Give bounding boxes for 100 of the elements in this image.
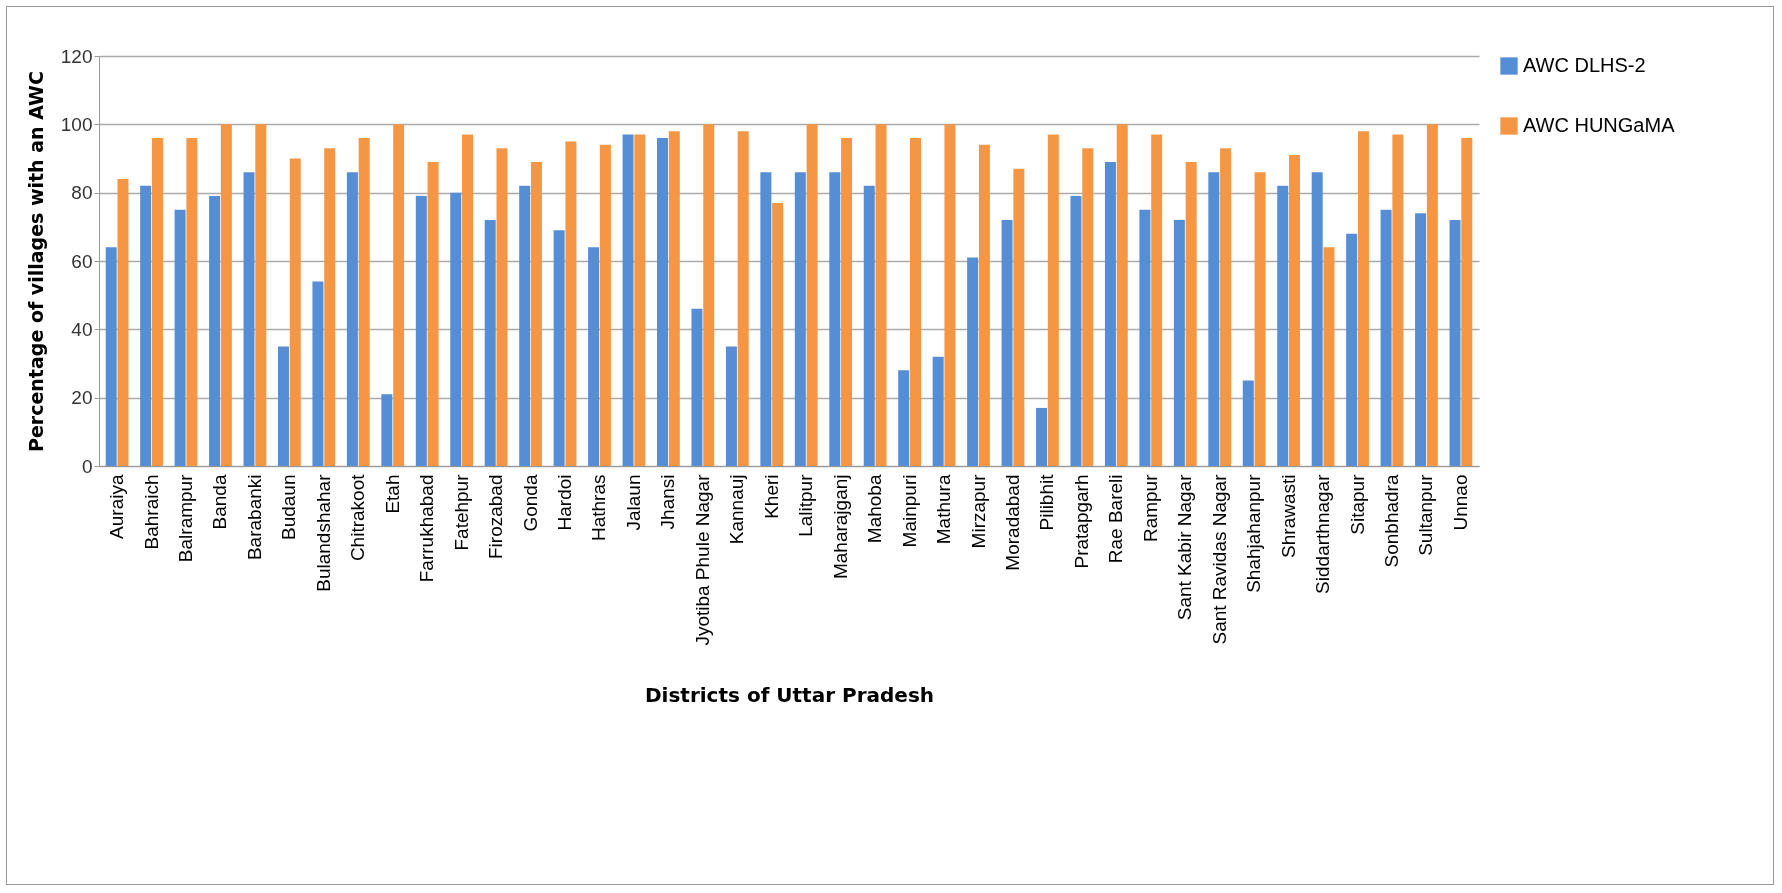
x-tick-label: Banda bbox=[209, 474, 231, 530]
bar bbox=[1346, 233, 1358, 466]
bar bbox=[243, 172, 255, 466]
y-tick-label: 80 bbox=[71, 182, 93, 204]
x-tick-label: Farrukhabad bbox=[416, 474, 438, 583]
bar bbox=[668, 131, 680, 466]
bar bbox=[220, 124, 232, 466]
bar bbox=[1461, 138, 1473, 466]
x-tick-label: Barabanki bbox=[243, 474, 265, 561]
bar bbox=[140, 185, 152, 466]
bar bbox=[1415, 213, 1427, 466]
x-tick-label: Lalitpur bbox=[795, 473, 817, 537]
x-tick-label: Jalaun bbox=[622, 474, 644, 531]
y-tick-label: 40 bbox=[71, 318, 93, 340]
x-tick-label: Sant Ravidas Nagar bbox=[1208, 473, 1230, 645]
bar bbox=[1036, 407, 1048, 466]
bar bbox=[772, 202, 784, 466]
x-tick-label: Auraiya bbox=[106, 474, 128, 539]
bar bbox=[530, 161, 542, 466]
x-tick-label: Hathras bbox=[588, 474, 610, 542]
bar bbox=[565, 141, 577, 466]
bar bbox=[898, 370, 910, 466]
x-tick-label: Rae Bareli bbox=[1105, 474, 1127, 564]
bar bbox=[703, 124, 715, 466]
bar bbox=[967, 257, 979, 466]
bar bbox=[312, 281, 324, 466]
x-tick-label: Sitapur bbox=[1346, 473, 1368, 535]
bar bbox=[105, 247, 117, 466]
bar bbox=[1254, 172, 1266, 466]
bar bbox=[863, 185, 875, 466]
bar bbox=[737, 131, 749, 466]
x-tick-label: Sonbhadra bbox=[1381, 474, 1402, 568]
x-tick-label: Sultanpur bbox=[1415, 473, 1437, 556]
bar bbox=[634, 134, 646, 466]
bar bbox=[1392, 134, 1404, 466]
bar bbox=[1426, 124, 1438, 466]
bar bbox=[1001, 220, 1013, 466]
bar bbox=[462, 134, 474, 466]
x-tick-label: Mathura bbox=[933, 474, 955, 545]
x-tick-label: Bahraich bbox=[140, 474, 162, 550]
x-tick-label: Bulandshahar bbox=[312, 473, 334, 592]
bar bbox=[553, 230, 565, 466]
x-tick-label: Balrampur bbox=[175, 473, 196, 563]
bar bbox=[760, 172, 772, 466]
bar bbox=[1323, 247, 1335, 466]
bar bbox=[393, 124, 405, 466]
bar bbox=[1208, 172, 1220, 466]
bar bbox=[1289, 155, 1301, 466]
bar bbox=[1139, 209, 1151, 466]
bar bbox=[794, 172, 806, 466]
x-axis-title: Districts of Uttar Pradesh bbox=[644, 682, 935, 707]
x-tick-label: Firozabad bbox=[485, 474, 507, 559]
bar bbox=[1311, 172, 1323, 466]
x-tick-label: Jhansi bbox=[657, 474, 679, 530]
bar bbox=[1173, 220, 1185, 466]
y-tick-label: 20 bbox=[71, 387, 93, 409]
bar bbox=[806, 124, 818, 466]
bar bbox=[1151, 134, 1163, 466]
x-tick-label: Kheri bbox=[760, 474, 782, 519]
bar bbox=[358, 138, 370, 466]
bar bbox=[691, 308, 703, 466]
bar bbox=[255, 124, 267, 466]
x-tick-label: Rampur bbox=[1139, 473, 1161, 543]
bar bbox=[324, 148, 336, 466]
bar bbox=[1047, 134, 1059, 466]
bar bbox=[209, 196, 221, 466]
bar bbox=[909, 138, 921, 466]
x-tick-label: Pratapgarh bbox=[1070, 474, 1092, 569]
bar bbox=[622, 134, 634, 466]
x-tick-label: Mirzapur bbox=[967, 473, 989, 549]
bar bbox=[829, 172, 841, 466]
bar bbox=[599, 144, 611, 466]
bar bbox=[427, 161, 439, 466]
bar bbox=[1357, 131, 1369, 466]
bar bbox=[496, 148, 508, 466]
y-tick-label: 0 bbox=[81, 455, 93, 477]
y-axis-title: Percentage of villages with an AWC bbox=[24, 71, 47, 452]
y-tick-label: 60 bbox=[71, 250, 93, 272]
bar bbox=[932, 356, 944, 466]
bar bbox=[381, 394, 393, 466]
y-tick-label: 100 bbox=[60, 113, 93, 135]
x-tick-label: Unnao bbox=[1449, 474, 1471, 531]
bar bbox=[1013, 168, 1025, 466]
x-tick-label: Chitrakoot bbox=[347, 473, 369, 562]
bar bbox=[841, 138, 853, 466]
bar bbox=[277, 346, 289, 466]
x-tick-label: Gonda bbox=[519, 474, 541, 532]
bar bbox=[174, 209, 186, 466]
bar bbox=[1104, 161, 1116, 466]
bar bbox=[725, 346, 737, 466]
x-tick-label: Shrawasti bbox=[1277, 474, 1299, 558]
x-tick-label: Fatehpur bbox=[450, 473, 472, 551]
bar bbox=[588, 247, 600, 466]
bar bbox=[450, 192, 462, 466]
bar bbox=[117, 179, 129, 466]
x-tick-label: Mainpuri bbox=[898, 474, 920, 548]
bar bbox=[944, 124, 956, 466]
bar bbox=[1380, 209, 1392, 466]
bar bbox=[415, 196, 427, 466]
bar bbox=[978, 144, 990, 466]
